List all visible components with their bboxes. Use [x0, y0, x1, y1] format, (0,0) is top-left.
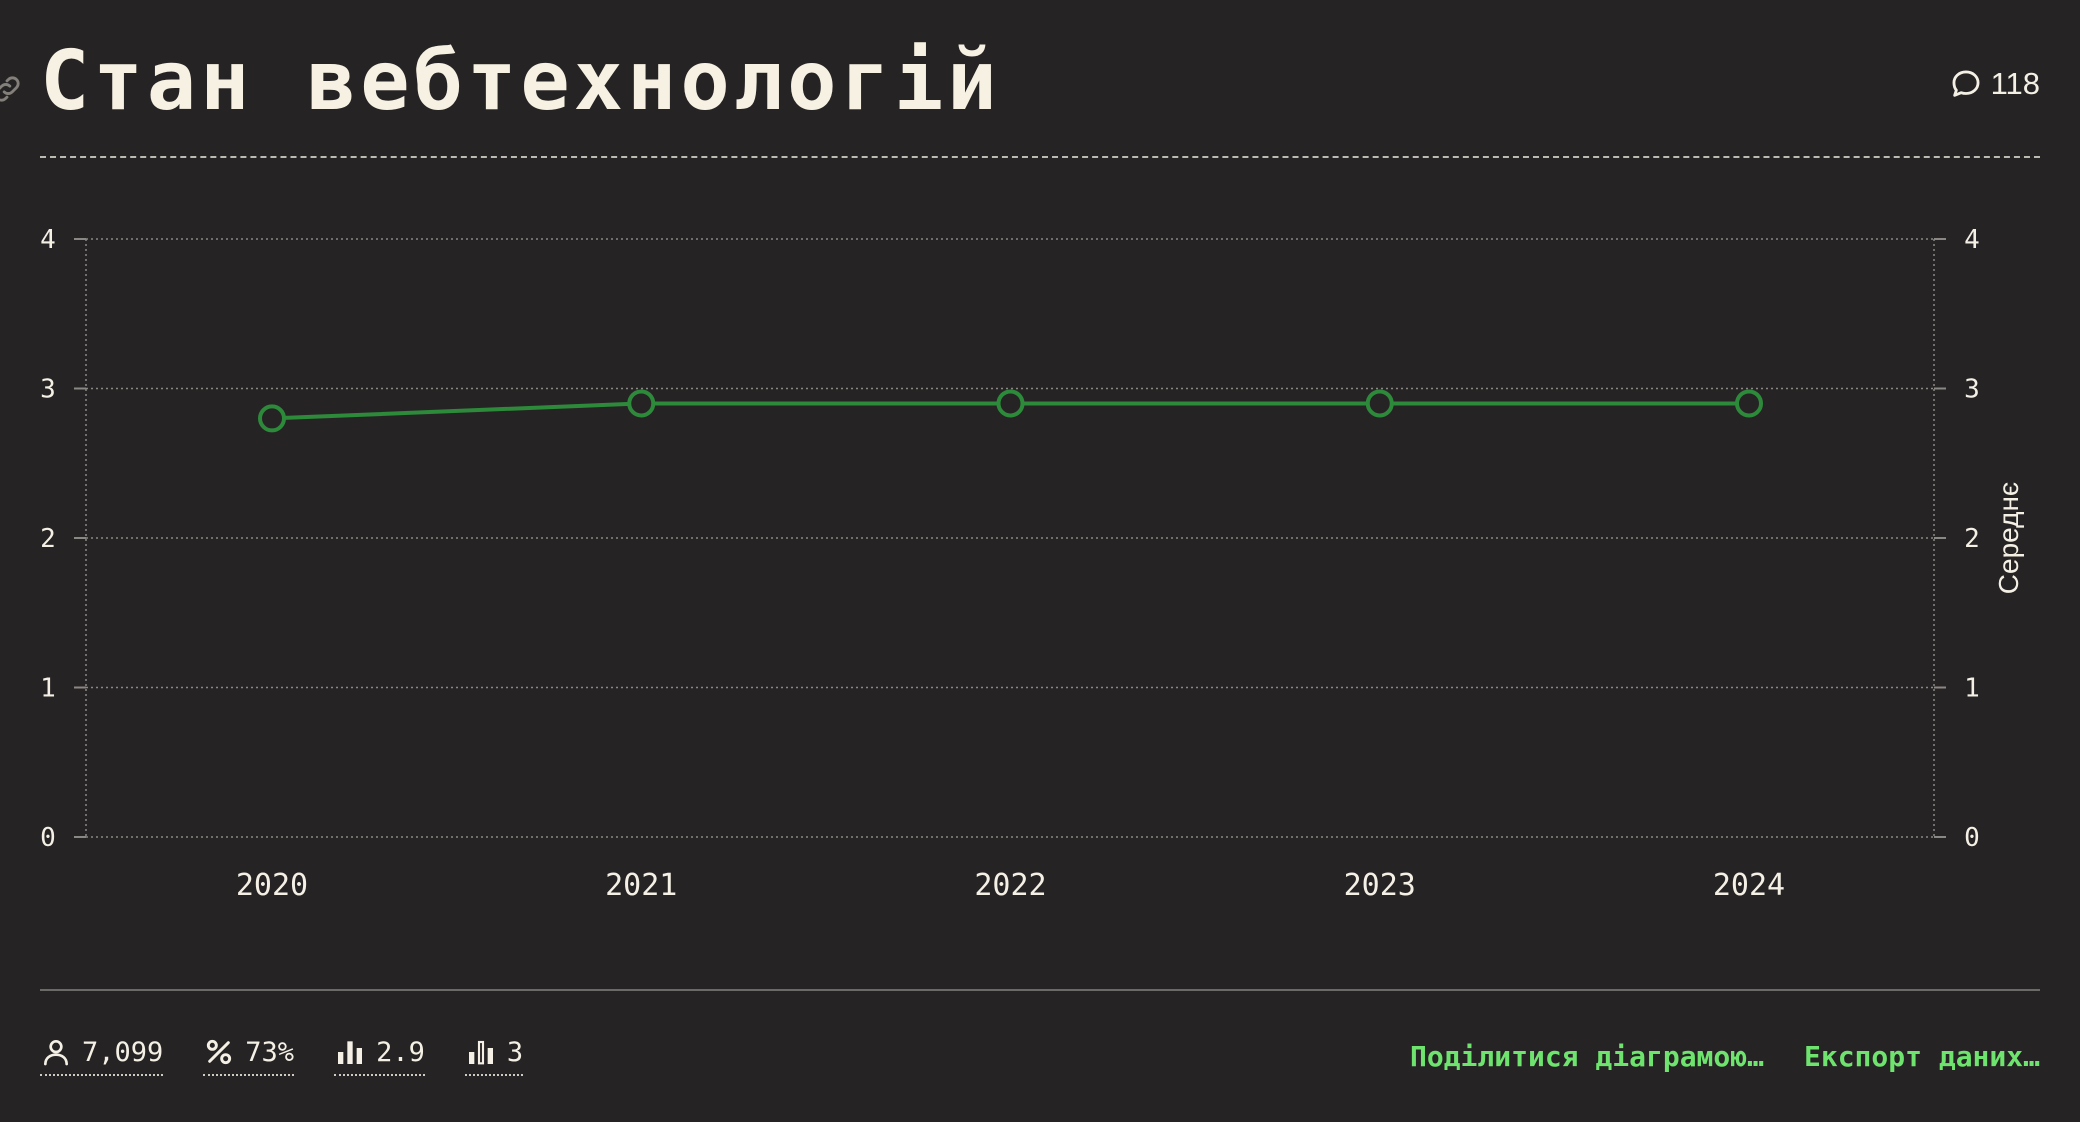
- export-data-link[interactable]: Експорт даних…: [1803, 1040, 2040, 1073]
- comments-button[interactable]: 118: [1949, 66, 2040, 102]
- header-divider: [40, 156, 2040, 158]
- median-value: 3: [506, 1036, 524, 1068]
- x-tick-label: 2021: [605, 868, 677, 903]
- page-title: Стан вебтехнологій: [40, 34, 1001, 129]
- percentage-value: 73%: [245, 1036, 295, 1068]
- y-tick-label-right: 4: [1964, 225, 1980, 255]
- respondents-stat[interactable]: 7,099: [40, 1036, 164, 1076]
- average-stat[interactable]: 2.9: [334, 1036, 425, 1076]
- respondents-value: 7,099: [82, 1036, 164, 1068]
- user-icon: [44, 1040, 68, 1066]
- y-tick-label-right: 3: [1964, 375, 1980, 405]
- data-point: [1365, 389, 1394, 418]
- y-tick-label-left: 0: [40, 823, 56, 853]
- y-tick-label-right: 1: [1964, 674, 1980, 704]
- data-point: [1735, 389, 1763, 418]
- percent-icon: [207, 1039, 232, 1065]
- x-tick-label: 2024: [1713, 868, 1785, 903]
- y-tick-label-left: 3: [40, 375, 56, 405]
- footer-divider: [40, 989, 2040, 991]
- comments-count: 118: [1990, 66, 2040, 101]
- data-point: [996, 389, 1025, 418]
- stats-bar: 7,099 73% 2.9 3: [40, 1036, 524, 1076]
- y-tick-label-left: 1: [40, 674, 56, 704]
- x-tick-label: 2023: [1344, 868, 1416, 903]
- bar-chart-icon: [338, 1041, 363, 1064]
- x-tick-label: 2022: [974, 868, 1046, 903]
- percentage-stat[interactable]: 73%: [203, 1036, 295, 1076]
- line-chart: 0 0 1 1 2 2 3 3 4 4 2020 2021 2022 2023 2024 Середнє: [40, 225, 2024, 903]
- link-icon[interactable]: [0, 72, 24, 106]
- y-tick-label-left: 4: [40, 225, 56, 255]
- comment-icon: [1952, 70, 1980, 97]
- y-tick-label-left: 2: [40, 524, 56, 554]
- share-chart-link[interactable]: Поділитися діаграмою…: [1409, 1040, 1764, 1073]
- x-tick-label: 2020: [236, 868, 308, 903]
- data-point: [258, 404, 286, 433]
- y-axis-label: Середнє: [1993, 482, 2024, 594]
- y-tick-label-right: 0: [1964, 823, 1980, 853]
- median-stat[interactable]: 3: [464, 1036, 524, 1076]
- data-point: [627, 389, 656, 418]
- average-value: 2.9: [376, 1036, 425, 1068]
- bar-chart-outline-icon: [468, 1040, 493, 1065]
- y-tick-label-right: 2: [1964, 524, 1980, 554]
- chart-actions: Поділитися діаграмою… Експорт даних…: [1410, 1040, 2040, 1073]
